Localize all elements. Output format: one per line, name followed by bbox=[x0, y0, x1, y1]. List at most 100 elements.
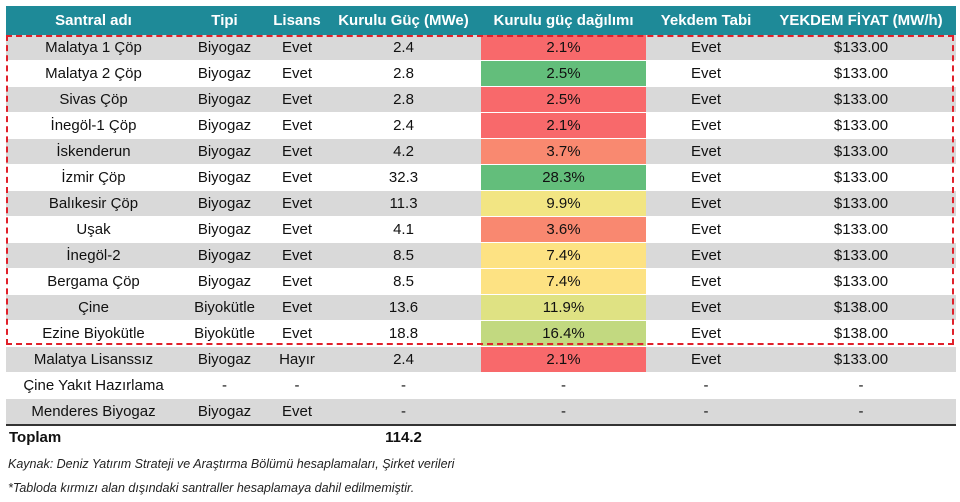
cell-yekdem: - bbox=[646, 372, 766, 399]
cell-type: Biyogaz bbox=[181, 35, 268, 61]
cell-price: $133.00 bbox=[766, 60, 956, 87]
cell-price: $133.00 bbox=[766, 112, 956, 139]
cell-share: 16.4% bbox=[481, 320, 646, 347]
cell-plant-name: Malatya 1 Çöp bbox=[6, 35, 181, 61]
cell-share: 3.7% bbox=[481, 138, 646, 165]
table-row: Malatya 2 Çöp Biyogaz Evet 2.8 2.5% Evet… bbox=[6, 60, 956, 87]
cell-share: 28.3% bbox=[481, 164, 646, 191]
cell-type: Biyokütle bbox=[181, 294, 268, 321]
cell-power: 2.8 bbox=[326, 60, 481, 87]
cell-type: Biyokütle bbox=[181, 320, 268, 347]
cell-share: 9.9% bbox=[481, 190, 646, 217]
table-row: İnegöl-1 Çöp Biyogaz Evet 2.4 2.1% Evet … bbox=[6, 112, 956, 139]
cell-price: $133.00 bbox=[766, 216, 956, 243]
cell-plant-name: Malatya Lisanssız bbox=[6, 346, 181, 373]
cell-power: 8.5 bbox=[326, 268, 481, 295]
cell-price: $133.00 bbox=[766, 346, 956, 373]
cell-license: - bbox=[268, 372, 326, 399]
cell-power: - bbox=[326, 372, 481, 399]
source-note: Kaynak: Deniz Yatırım Strateji ve Araştı… bbox=[8, 457, 455, 471]
cell-yekdem: Evet bbox=[646, 346, 766, 373]
cell-type: Biyogaz bbox=[181, 242, 268, 269]
cell-license: Evet bbox=[268, 35, 326, 61]
cell-power: 2.4 bbox=[326, 35, 481, 61]
cell-yekdem: Evet bbox=[646, 164, 766, 191]
cell-power: 4.2 bbox=[326, 138, 481, 165]
total-empty bbox=[646, 424, 766, 449]
cell-price: $133.00 bbox=[766, 268, 956, 295]
cell-yekdem: Evet bbox=[646, 60, 766, 87]
cell-price: $138.00 bbox=[766, 294, 956, 321]
table-row: Bergama Çöp Biyogaz Evet 8.5 7.4% Evet $… bbox=[6, 268, 956, 295]
cell-price: $138.00 bbox=[766, 320, 956, 347]
cell-license: Evet bbox=[268, 112, 326, 139]
cell-plant-name: Sivas Çöp bbox=[6, 86, 181, 113]
table-row: Ezine Biyokütle Biyokütle Evet 18.8 16.4… bbox=[6, 320, 956, 347]
cell-share: 2.5% bbox=[481, 60, 646, 87]
table-row: İnegöl-2 Biyogaz Evet 8.5 7.4% Evet $133… bbox=[6, 242, 956, 269]
cell-type: Biyogaz bbox=[181, 60, 268, 87]
header-type: Tipi bbox=[181, 6, 268, 35]
cell-power: 4.1 bbox=[326, 216, 481, 243]
cell-license: Evet bbox=[268, 60, 326, 87]
table-row: Uşak Biyogaz Evet 4.1 3.6% Evet $133.00 bbox=[6, 216, 956, 243]
cell-share: 2.1% bbox=[481, 346, 646, 373]
table-row: Menderes Biyogaz Biyogaz Evet - - - - bbox=[6, 398, 956, 426]
cell-license: Evet bbox=[268, 268, 326, 295]
cell-power: 13.6 bbox=[326, 294, 481, 321]
total-empty bbox=[268, 424, 326, 449]
cell-plant-name: İnegöl-1 Çöp bbox=[6, 112, 181, 139]
cell-yekdem: Evet bbox=[646, 268, 766, 295]
cell-yekdem: Evet bbox=[646, 138, 766, 165]
cell-type: Biyogaz bbox=[181, 216, 268, 243]
cell-share: 3.6% bbox=[481, 216, 646, 243]
cell-power: - bbox=[326, 398, 481, 426]
header-plant-name: Santral adı bbox=[6, 6, 181, 35]
cell-power: 18.8 bbox=[326, 320, 481, 347]
cell-power: 11.3 bbox=[326, 190, 481, 217]
table-row: İskenderun Biyogaz Evet 4.2 3.7% Evet $1… bbox=[6, 138, 956, 165]
cell-license: Evet bbox=[268, 242, 326, 269]
cell-share: 11.9% bbox=[481, 294, 646, 321]
cell-plant-name: Çine Yakıt Hazırlama bbox=[6, 372, 181, 399]
total-empty bbox=[766, 424, 956, 449]
cell-share: 2.1% bbox=[481, 112, 646, 139]
cell-license: Evet bbox=[268, 216, 326, 243]
total-empty bbox=[481, 424, 646, 449]
header-power-share: Kurulu güç dağılımı bbox=[481, 6, 646, 35]
header-row: Santral adı Tipi Lisans Kurulu Güç (MWe)… bbox=[6, 6, 956, 35]
cell-plant-name: Malatya 2 Çöp bbox=[6, 60, 181, 87]
cell-type: Biyogaz bbox=[181, 190, 268, 217]
cell-price: - bbox=[766, 372, 956, 399]
cell-license: Evet bbox=[268, 294, 326, 321]
cell-yekdem: Evet bbox=[646, 86, 766, 113]
cell-type: Biyogaz bbox=[181, 268, 268, 295]
cell-license: Evet bbox=[268, 320, 326, 347]
header-license: Lisans bbox=[268, 6, 326, 35]
table-row: Malatya Lisanssız Biyogaz Hayır 2.4 2.1%… bbox=[6, 346, 956, 373]
cell-yekdem: Evet bbox=[646, 112, 766, 139]
cell-plant-name: Menderes Biyogaz bbox=[6, 398, 181, 426]
cell-yekdem: - bbox=[646, 398, 766, 426]
cell-price: $133.00 bbox=[766, 138, 956, 165]
cell-type: Biyogaz bbox=[181, 112, 268, 139]
cell-yekdem: Evet bbox=[646, 294, 766, 321]
cell-type: - bbox=[181, 372, 268, 399]
cell-license: Evet bbox=[268, 190, 326, 217]
cell-share: 7.4% bbox=[481, 268, 646, 295]
cell-type: Biyogaz bbox=[181, 164, 268, 191]
cell-yekdem: Evet bbox=[646, 190, 766, 217]
cell-plant-name: İnegöl-2 bbox=[6, 242, 181, 269]
cell-type: Biyogaz bbox=[181, 138, 268, 165]
cell-plant-name: Bergama Çöp bbox=[6, 268, 181, 295]
cell-yekdem: Evet bbox=[646, 216, 766, 243]
cell-yekdem: Evet bbox=[646, 242, 766, 269]
total-empty bbox=[181, 424, 268, 449]
cell-yekdem: Evet bbox=[646, 320, 766, 347]
total-row: Toplam 114.2 bbox=[6, 424, 956, 449]
header-yekdem: Yekdem Tabi bbox=[646, 6, 766, 35]
cell-price: $133.00 bbox=[766, 242, 956, 269]
table-row: Malatya 1 Çöp Biyogaz Evet 2.4 2.1% Evet… bbox=[6, 35, 956, 61]
cell-price: - bbox=[766, 398, 956, 426]
table-row: Çine Biyokütle Evet 13.6 11.9% Evet $138… bbox=[6, 294, 956, 321]
